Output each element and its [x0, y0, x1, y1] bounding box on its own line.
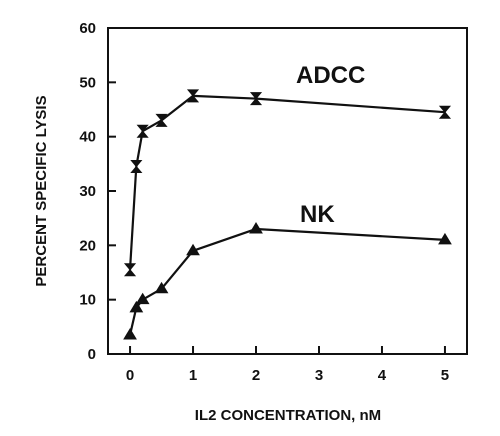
data-point-adcc: [123, 263, 137, 277]
data-point-adcc: [130, 160, 143, 174]
data-point-adcc: [186, 89, 200, 103]
series-label-adcc: ADCC: [296, 62, 365, 89]
x-tick-label: 3: [315, 367, 323, 384]
data-point-nk: [438, 232, 452, 245]
y-tick-label: 20: [79, 237, 96, 254]
data-point-adcc: [136, 124, 149, 138]
y-tick-label: 50: [79, 74, 96, 91]
data-point-nk: [129, 300, 144, 313]
data-point-nk: [135, 292, 150, 305]
x-tick-label: 5: [441, 367, 449, 384]
y-tick-label: 30: [79, 183, 96, 200]
data-point-adcc: [438, 105, 452, 119]
x-tick-label: 0: [126, 367, 134, 384]
data-point-nk: [154, 281, 169, 294]
plot-area-frame: [107, 27, 468, 355]
data-point-nk: [123, 328, 137, 340]
x-axis: 0 1 2 3 4 5: [126, 346, 449, 384]
y-tick-label: 0: [88, 346, 96, 363]
data-point-adcc: [249, 92, 263, 106]
y-axis: 0 10 20 30 40 50 60: [79, 20, 116, 363]
data-point-nk: [186, 243, 200, 256]
series-line-nk: [128, 227, 446, 336]
y-tick-label: 40: [79, 129, 96, 146]
series-layer: [123, 89, 452, 340]
x-tick-label: 1: [189, 367, 197, 384]
y-tick-label: 10: [79, 292, 96, 309]
data-point-nk: [249, 222, 263, 234]
x-axis-title: IL2 CONCENTRATION, nM: [195, 407, 381, 424]
x-tick-label: 2: [252, 367, 260, 384]
y-axis-title: PERCENT SPECIFIC LYSIS: [33, 95, 50, 286]
x-tick-label: 4: [378, 367, 387, 384]
series-line-adcc: [128, 94, 446, 270]
data-point-adcc: [155, 113, 168, 127]
series-label-nk: NK: [300, 201, 335, 228]
y-tick-label: 60: [79, 20, 96, 37]
